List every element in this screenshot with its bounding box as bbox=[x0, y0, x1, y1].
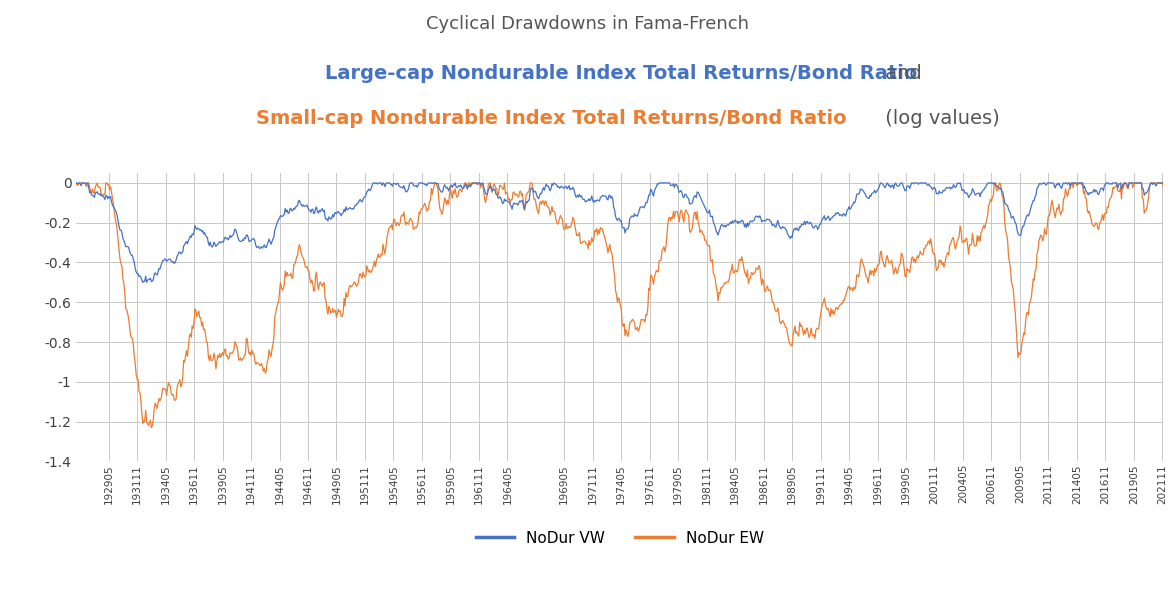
NoDur VW bbox=[1035, 180, 1049, 187]
NoDur EW bbox=[145, 424, 159, 431]
NoDur EW bbox=[935, 261, 949, 268]
Line: NoDur VW: NoDur VW bbox=[76, 183, 1163, 282]
NoDur VW bbox=[935, 189, 949, 197]
NoDur VW bbox=[1156, 179, 1170, 186]
Text: Small-cap Nondurable Index Total Returns/Bond Ratio: Small-cap Nondurable Index Total Returns… bbox=[256, 109, 847, 128]
Text: Large-cap Nondurable Index Total Returns/Bond Ratio: Large-cap Nondurable Index Total Returns… bbox=[325, 64, 918, 83]
NoDur EW bbox=[1156, 183, 1170, 190]
NoDur VW bbox=[743, 219, 757, 226]
Text: (log values): (log values) bbox=[879, 109, 1000, 128]
Line: NoDur EW: NoDur EW bbox=[76, 183, 1163, 427]
NoDur EW bbox=[69, 179, 83, 186]
Text: and: and bbox=[879, 64, 921, 83]
NoDur EW bbox=[862, 266, 877, 274]
NoDur VW bbox=[136, 279, 150, 286]
NoDur EW bbox=[743, 276, 757, 283]
NoDur VW bbox=[810, 223, 824, 230]
Text: Cyclical Drawdowns in Fama-French: Cyclical Drawdowns in Fama-French bbox=[427, 15, 748, 33]
NoDur EW bbox=[223, 349, 237, 356]
NoDur EW bbox=[1035, 237, 1049, 245]
NoDur VW bbox=[862, 192, 877, 199]
NoDur EW bbox=[810, 325, 824, 332]
Legend: NoDur VW, NoDur EW: NoDur VW, NoDur EW bbox=[470, 524, 770, 552]
NoDur VW bbox=[223, 232, 237, 239]
NoDur VW bbox=[69, 179, 83, 186]
